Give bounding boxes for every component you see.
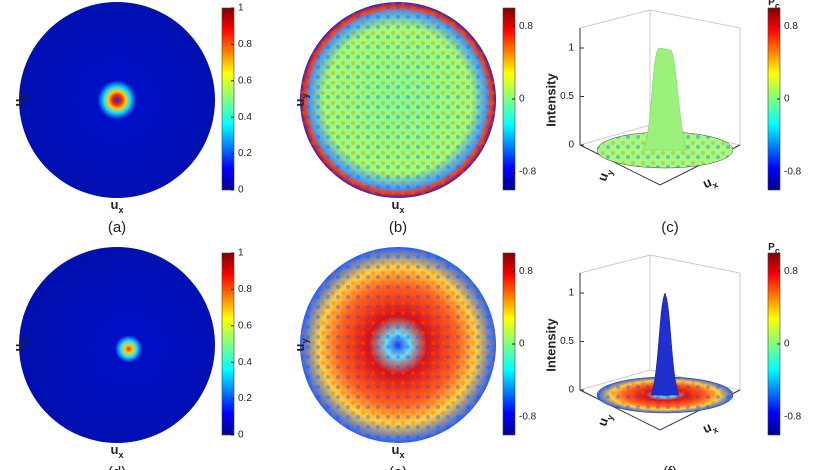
y-axis-label-sub: y (300, 94, 310, 99)
colorbar-tick-label: 0.8 (238, 284, 252, 295)
colorbar-title: Pc (768, 242, 780, 257)
y-axis-label-base: u (11, 343, 26, 351)
x-axis-label-sub: x (399, 205, 404, 215)
colorbar-tick-label: -0.8 (519, 411, 537, 422)
colorbar-tick-label: 0.8 (519, 21, 533, 32)
colorbar-tick-label: 0.6 (238, 320, 252, 331)
z-tick-label: 0 (568, 140, 574, 151)
y-axis-label-base: u (11, 98, 26, 106)
y-axis-label-sub: y (19, 94, 29, 99)
colorbar-tick-label: 0.4 (238, 357, 252, 368)
colorbar-tick-label: 0.2 (238, 393, 252, 404)
colorbar-tick-label: 0.6 (238, 75, 252, 86)
panel-label: (e) (389, 464, 407, 470)
x-axis-label-base: u (392, 442, 400, 457)
panel-label: (f) (663, 464, 677, 470)
z-tick-label: 1 (568, 43, 574, 54)
z-axis-label: Intensity (543, 318, 558, 372)
y-axis-label: uy (11, 94, 29, 107)
x-axis-label-sub: x (118, 450, 123, 460)
colorbar-tick-label: 1 (238, 3, 244, 14)
texture (300, 2, 496, 198)
x-axis-label-sub: x (399, 450, 404, 460)
colorbar-tick-label: 0.2 (238, 148, 252, 159)
x-axis-label-base: u (111, 442, 119, 457)
y-axis-label: uy (595, 166, 616, 184)
texture (300, 247, 496, 443)
colorbar-tick-label: 0.4 (238, 112, 252, 123)
colorbar-tick-label: 0 (238, 430, 244, 441)
colorbar-tick-label: 1 (238, 248, 244, 259)
y-axis-label-sub: y (605, 414, 616, 422)
colorbar-tick-label: 0.8 (519, 266, 533, 277)
colorbar (221, 252, 235, 436)
y-axis-label: uy (595, 411, 616, 429)
colorbar-tick-label: -0.8 (784, 411, 802, 422)
colorbar-tick-label: 0 (519, 94, 525, 105)
x-axis-label-sub: x (118, 205, 123, 215)
colorbar-title-base: P (768, 0, 775, 8)
intensity-map (19, 2, 215, 198)
y-axis-label: uy (292, 94, 310, 107)
x-axis-label: ux (111, 442, 124, 460)
colorbar-tick-label: 0.8 (238, 39, 252, 50)
colorbar-tick-label: -0.8 (784, 166, 802, 177)
panel-label: (a) (108, 219, 126, 236)
panel-label: (d) (108, 464, 126, 470)
colorbar-title: Pc (768, 0, 780, 11)
z-axis-label: Intensity (543, 73, 558, 127)
x-axis-label: ux (111, 197, 124, 215)
y-axis-label-sub: y (19, 339, 29, 344)
x-axis-label-sub: x (711, 180, 720, 191)
y-axis-label-base: u (292, 343, 307, 351)
panel-label: (c) (661, 219, 679, 236)
colorbar-tick-label: 0 (784, 94, 790, 105)
colorbar-tick-label: 0 (238, 185, 244, 196)
colorbar-tick-label: 0.8 (784, 266, 798, 277)
colorbar-title-base: P (768, 242, 775, 253)
z-tick-label: 0.5 (560, 336, 574, 347)
z-tick-label: 1 (568, 288, 574, 299)
z-tick-label: 0 (568, 385, 574, 396)
y-axis-label-sub: y (300, 339, 310, 344)
colorbar-tick-label: 0 (784, 339, 790, 350)
colorbar-title-sub: c (775, 1, 780, 11)
y-axis-label: uy (292, 339, 310, 352)
y-axis-label-base: u (292, 98, 307, 106)
x-axis-label: ux (701, 417, 720, 439)
x-axis-label: ux (701, 172, 720, 194)
panel-label: (b) (389, 219, 407, 236)
x-axis-label-base: u (392, 197, 400, 212)
intensity-peak (642, 47, 688, 151)
colorbar-tick-label: 0 (519, 339, 525, 350)
intensity-map (19, 247, 215, 443)
colorbar-tick-label: 0.8 (784, 21, 798, 32)
x-axis-label-sub: x (711, 425, 720, 436)
intensity-peak (650, 292, 680, 396)
x-axis-label-base: u (111, 197, 119, 212)
x-axis-label: ux (392, 442, 405, 460)
colorbar (221, 7, 235, 191)
colorbar-title-sub: c (775, 246, 780, 256)
x-axis-label: ux (392, 197, 405, 215)
colorbar-tick-label: -0.8 (519, 166, 537, 177)
z-tick-label: 0.5 (560, 91, 574, 102)
y-axis-label: uy (11, 339, 29, 352)
y-axis-label-sub: y (605, 169, 616, 177)
